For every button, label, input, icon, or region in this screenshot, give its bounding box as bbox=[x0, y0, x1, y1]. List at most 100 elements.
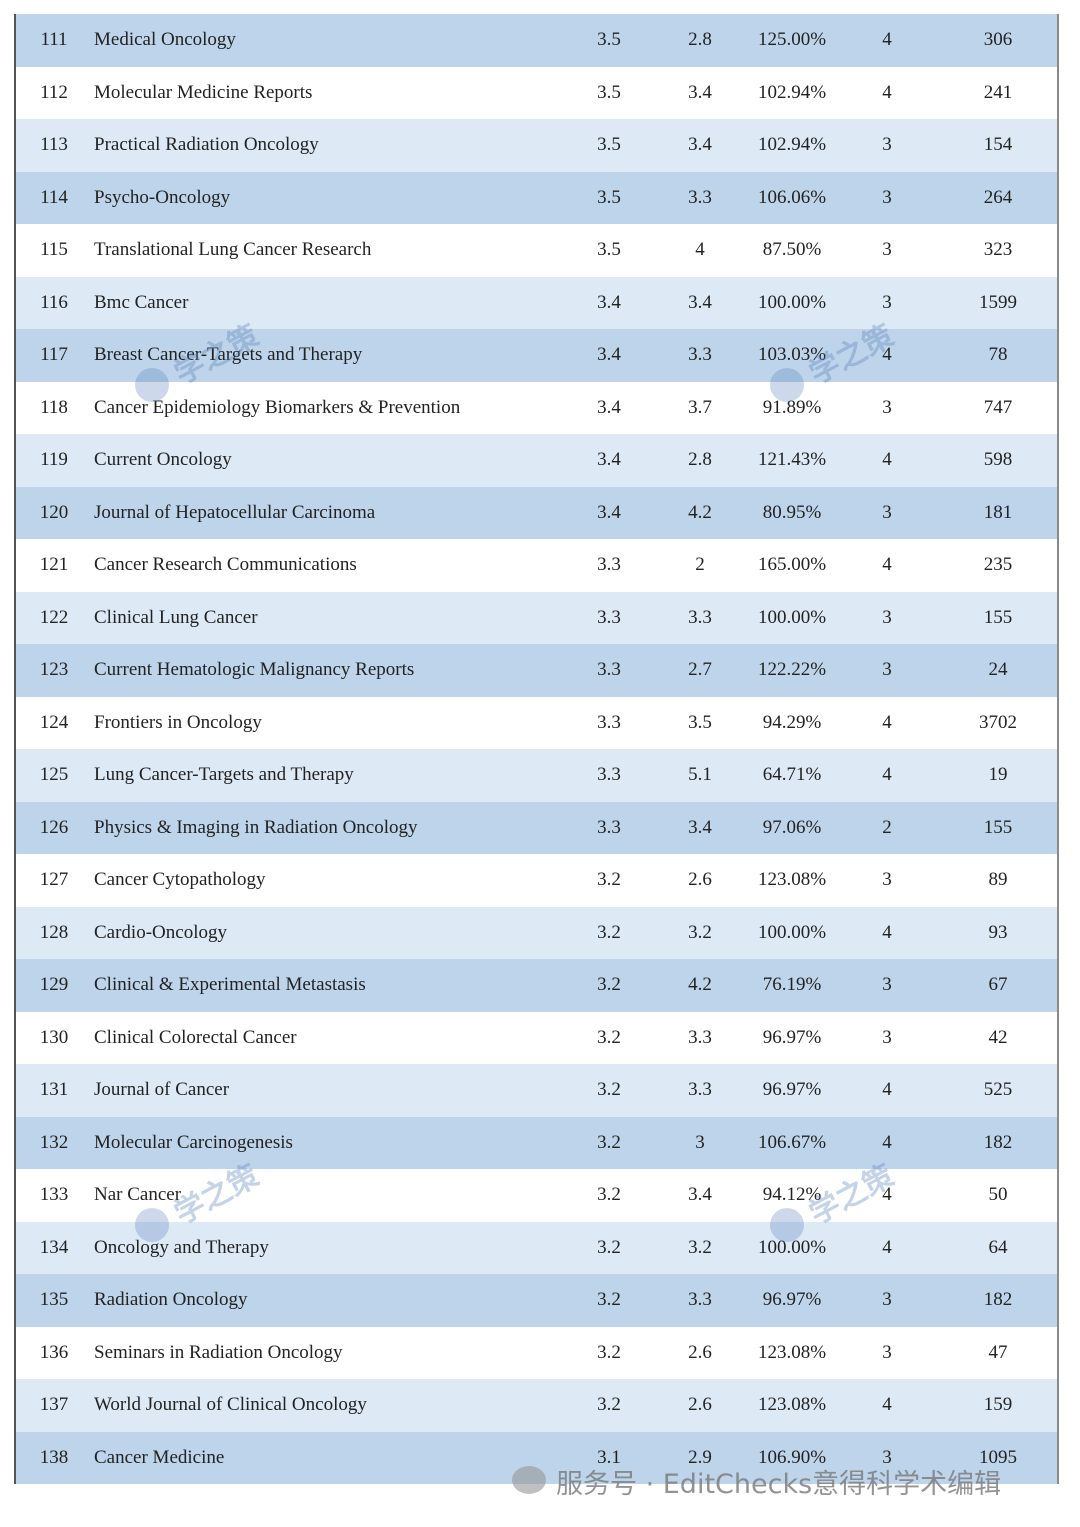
impact-factor: 3.2 bbox=[597, 1131, 621, 1153]
ratio: 100.00% bbox=[757, 1236, 827, 1258]
previous-value: 3.7 bbox=[688, 396, 712, 418]
table-row: 113 Practical Radiation Oncology 3.5 3.4 102… bbox=[16, 119, 1057, 172]
footer-watermark: 服务号 · EditChecks意得科学术编辑 bbox=[556, 1469, 1002, 1500]
article-count: 19 bbox=[988, 764, 1008, 785]
table-row: 116 Bmc Cancer 3.4 3.4 100.00% 3 1599 bbox=[16, 276, 1057, 329]
article-count: 1095 bbox=[979, 1446, 1017, 1468]
quartile: 2 bbox=[882, 816, 892, 838]
previous-value: 3.3 bbox=[688, 606, 712, 628]
impact-factor: 3.3 bbox=[597, 711, 621, 733]
quartile: 3 bbox=[882, 974, 892, 995]
journal-name: Cardio-Oncology bbox=[94, 921, 227, 943]
rank: 128 bbox=[39, 921, 69, 943]
rank: 132 bbox=[39, 1131, 69, 1153]
table-row: 123 Current Hematologic Malignancy Report… bbox=[16, 644, 1057, 697]
rank: 125 bbox=[39, 764, 69, 785]
rank: 138 bbox=[39, 1446, 69, 1468]
quartile: 3 bbox=[882, 1446, 892, 1468]
rank: 136 bbox=[39, 1341, 69, 1363]
previous-value: 3.3 bbox=[688, 186, 712, 208]
table-row: 114 Psycho-Oncology 3.5 3.3 106.06% 3 264 bbox=[16, 171, 1057, 224]
rank: 130 bbox=[39, 1026, 69, 1048]
table-row: 138 Cancer Medicine 3.1 2.9 106.90% 3 1095 bbox=[16, 1431, 1057, 1484]
ratio: 97.06% bbox=[762, 816, 822, 838]
ratio: 123.08% bbox=[757, 1394, 827, 1415]
quartile: 4 bbox=[882, 1131, 892, 1153]
article-count: 1599 bbox=[979, 291, 1017, 313]
previous-value: 3.4 bbox=[688, 134, 712, 155]
journal-name: Current Hematologic Malignancy Reports bbox=[94, 659, 415, 680]
article-count: 93 bbox=[988, 921, 1008, 943]
table-row: 127 Cancer Cytopathology 3.2 2.6 123.08% 3 89 bbox=[16, 854, 1057, 907]
journal-name: Frontiers in Oncology bbox=[94, 711, 262, 733]
journal-name: Molecular Medicine Reports bbox=[94, 81, 313, 103]
rank: 129 bbox=[39, 974, 69, 995]
rank: 118 bbox=[40, 396, 68, 418]
previous-value: 3.4 bbox=[688, 81, 712, 103]
table-row: 128 Cardio-Oncology 3.2 3.2 100.00% 4 93 bbox=[16, 906, 1057, 959]
previous-value: 3.3 bbox=[688, 344, 712, 365]
impact-factor: 3.4 bbox=[597, 344, 621, 365]
ratio: 94.12% bbox=[762, 1184, 822, 1205]
journal-name: World Journal of Clinical Oncology bbox=[94, 1394, 367, 1415]
previous-value: 3.4 bbox=[688, 1184, 712, 1205]
quartile: 4 bbox=[882, 921, 892, 943]
article-count: 155 bbox=[983, 816, 1013, 838]
quartile: 3 bbox=[882, 396, 892, 418]
ratio: 94.29% bbox=[762, 711, 822, 733]
impact-factor: 3.2 bbox=[597, 1341, 621, 1363]
previous-value: 2 bbox=[695, 554, 705, 575]
journal-name: Cancer Cytopathology bbox=[94, 869, 266, 890]
impact-factor: 3.4 bbox=[597, 449, 621, 470]
rank: 127 bbox=[39, 869, 69, 890]
quartile: 4 bbox=[882, 1079, 892, 1100]
journal-name: Cancer Research Communications bbox=[94, 554, 357, 575]
previous-value: 2.8 bbox=[688, 29, 712, 50]
journal-name: Cancer Epidemiology Biomarkers & Prevent… bbox=[94, 396, 461, 418]
article-count: 181 bbox=[983, 501, 1013, 523]
article-count: 50 bbox=[988, 1184, 1008, 1205]
journal-name: Clinical Colorectal Cancer bbox=[94, 1026, 297, 1048]
previous-value: 3.2 bbox=[688, 1236, 712, 1258]
journal-name: Cancer Medicine bbox=[94, 1446, 225, 1468]
impact-factor: 3.4 bbox=[597, 396, 621, 418]
quartile: 4 bbox=[882, 1184, 892, 1205]
rank: 115 bbox=[40, 239, 68, 260]
article-count: 525 bbox=[983, 1079, 1013, 1100]
table-row: 120 Journal of Hepatocellular Carcinoma 3.… bbox=[16, 486, 1057, 539]
previous-value: 3.4 bbox=[688, 816, 712, 838]
ratio: 102.94% bbox=[757, 134, 827, 155]
quartile: 4 bbox=[882, 81, 892, 103]
article-count: 747 bbox=[983, 396, 1013, 418]
article-count: 3702 bbox=[979, 711, 1017, 733]
watermark-logo bbox=[770, 1208, 804, 1242]
journal-name: Nar Cancer bbox=[94, 1184, 182, 1205]
previous-value: 3.3 bbox=[688, 1026, 712, 1048]
table-row: 126 Physics & Imaging in Radiation Oncolo… bbox=[16, 801, 1057, 854]
table-row: 134 Oncology and Therapy 3.2 3.2 100.00% 4 64 bbox=[16, 1221, 1057, 1274]
table-row: 122 Clinical Lung Cancer 3.3 3.3 100.00% 3 155 bbox=[16, 591, 1057, 644]
table-row: 131 Journal of Cancer 3.2 3.3 96.97% 4 525 bbox=[16, 1064, 1057, 1117]
journal-name: Medical Oncology bbox=[94, 29, 236, 50]
ratio: 96.97% bbox=[762, 1079, 822, 1100]
ratio: 87.50% bbox=[762, 239, 822, 260]
watermark-logo bbox=[770, 368, 804, 402]
watermark-logo bbox=[135, 368, 169, 402]
quartile: 4 bbox=[882, 344, 892, 365]
previous-value: 4.2 bbox=[688, 501, 712, 523]
previous-value: 3.5 bbox=[688, 711, 712, 733]
journal-name: Oncology and Therapy bbox=[94, 1236, 269, 1258]
rank: 131 bbox=[39, 1079, 69, 1100]
ratio: 103.03% bbox=[757, 344, 827, 365]
rank: 117 bbox=[40, 344, 68, 365]
journal-name: Psycho-Oncology bbox=[94, 186, 231, 208]
table-row: 132 Molecular Carcinogenesis 3.2 3 106.67% 4 1… bbox=[16, 1116, 1057, 1169]
quartile: 3 bbox=[882, 186, 892, 208]
journal-name: Clinical & Experimental Metastasis bbox=[94, 974, 366, 995]
article-count: 67 bbox=[988, 974, 1008, 995]
impact-factor: 3.4 bbox=[597, 501, 621, 523]
table-row: 119 Current Oncology 3.4 2.8 121.43% 4 598 bbox=[16, 434, 1057, 487]
table-row: 135 Radiation Oncology 3.2 3.3 96.97% 3 182 bbox=[16, 1274, 1057, 1327]
article-count: 182 bbox=[983, 1131, 1013, 1153]
journal-name: Bmc Cancer bbox=[94, 291, 189, 313]
